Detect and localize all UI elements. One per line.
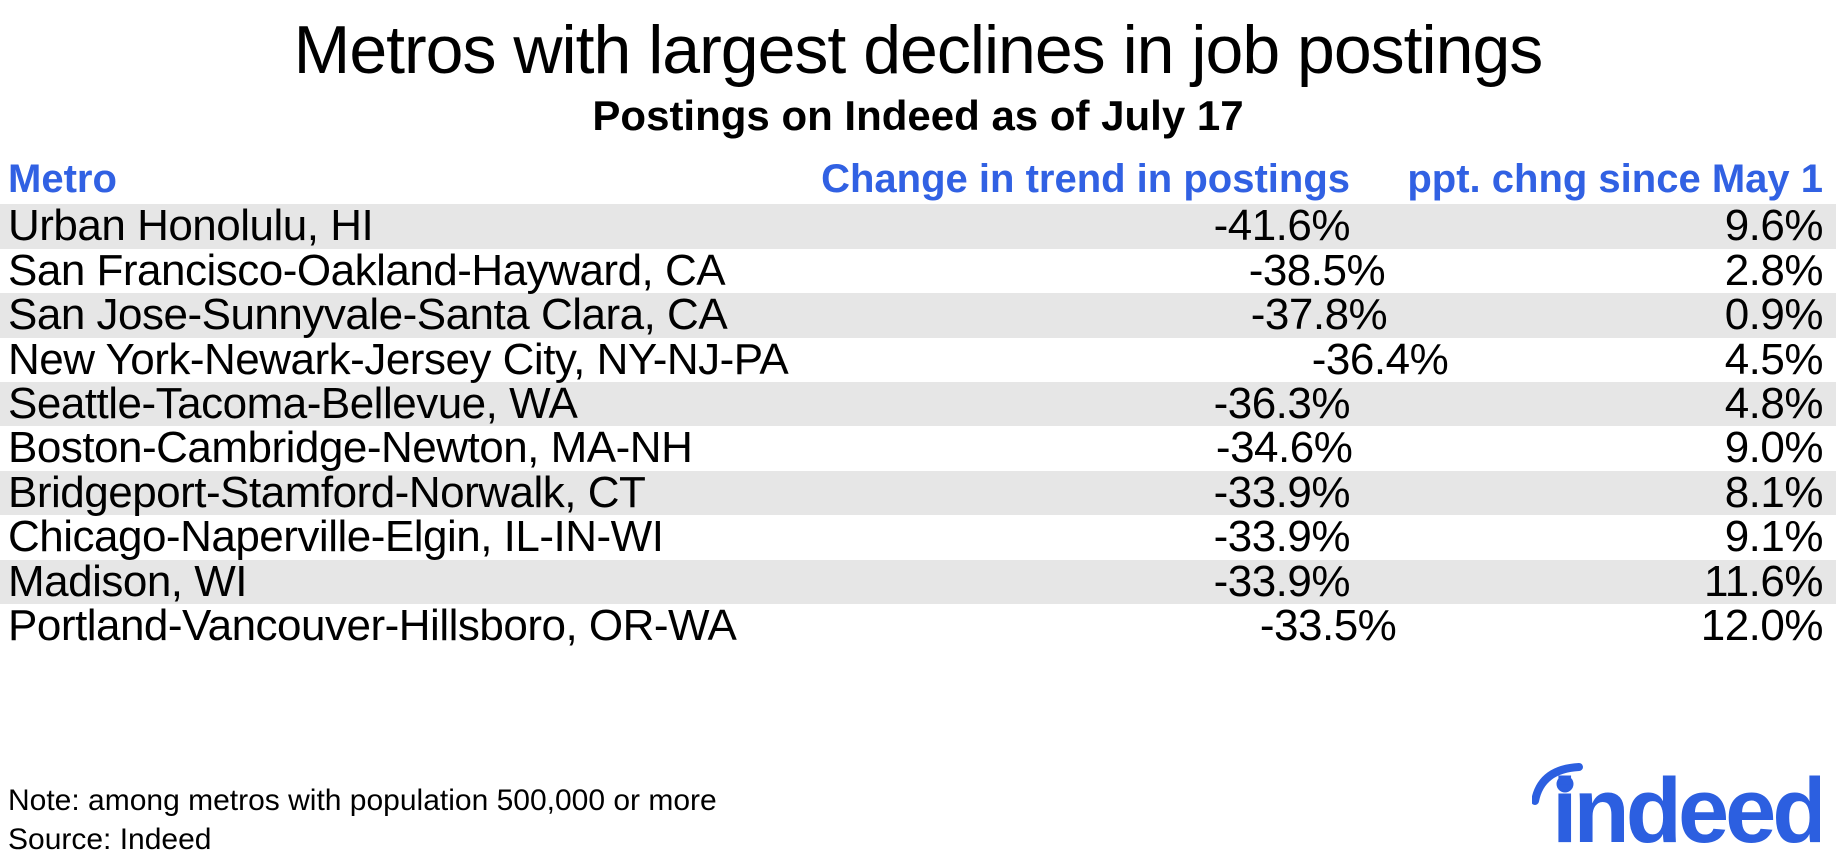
change-cell: -33.9% <box>1213 512 1351 562</box>
ppt-cell: 11.6% <box>1704 556 1824 606</box>
change-cell: -41.6% <box>1213 201 1351 251</box>
change-cell: -33.9% <box>1213 556 1351 606</box>
chart-title: Metros with largest declines in job post… <box>293 12 1544 88</box>
metro-cell: Urban Honolulu, HI <box>8 201 374 251</box>
table-row: Madison, WI -33.9% 11.6% <box>0 556 1836 606</box>
table-row: Boston-Cambridge-Newton, MA-NH -34.6% 9.… <box>0 423 1836 473</box>
ppt-cell: 9.1% <box>1724 512 1824 562</box>
metro-cell: Chicago-Naperville-Elgin, IL-IN-WI <box>8 512 664 562</box>
table-body: Urban Honolulu, HI -41.6% 9.6% San Franc… <box>0 204 1836 648</box>
table-row: Bridgeport-Stamford-Norwalk, CT -33.9% 8… <box>0 467 1836 517</box>
change-cell: -34.6% <box>1215 423 1353 473</box>
footnotes: Note: among metros with population 500,0… <box>8 781 1836 859</box>
table-row: Urban Honolulu, HI -41.6% 9.6% <box>0 201 1836 251</box>
change-cell: -36.4% <box>1311 334 1449 384</box>
table-row: Chicago-Naperville-Elgin, IL-IN-WI -33.9… <box>0 512 1836 562</box>
ppt-cell: 9.6% <box>1724 201 1824 251</box>
ppt-cell: 8.1% <box>1724 467 1824 517</box>
ppt-cell: 4.5% <box>1724 334 1824 384</box>
table-row: New York-Newark-Jersey City, NY-NJ-PA -3… <box>0 334 1836 384</box>
source-text: Source: Indeed <box>8 823 212 857</box>
indeed-logo-text: indeed <box>1552 760 1820 850</box>
table-row: San Jose-Sunnyvale-Santa Clara, CA -37.8… <box>0 290 1836 340</box>
note-text: Note: among metros with population 500,0… <box>8 784 717 818</box>
ppt-cell: 0.9% <box>1724 290 1824 340</box>
ppt-cell: 2.8% <box>1724 245 1824 295</box>
metro-cell: Seattle-Tacoma-Bellevue, WA <box>8 379 578 429</box>
table-row: Seattle-Tacoma-Bellevue, WA -36.3% 4.8% <box>0 379 1836 429</box>
metro-cell: Boston-Cambridge-Newton, MA-NH <box>8 423 693 473</box>
column-header-ppt-chng: ppt. chng since May 1 <box>1407 157 1823 202</box>
column-header-metro: Metro <box>8 157 117 202</box>
metro-cell: San Jose-Sunnyvale-Santa Clara, CA <box>8 290 728 340</box>
change-cell: -33.9% <box>1213 467 1351 517</box>
change-cell: -36.3% <box>1213 379 1351 429</box>
metro-cell: Bridgeport-Stamford-Norwalk, CT <box>8 467 646 517</box>
indeed-logo-dot <box>1556 775 1574 793</box>
change-cell: -33.5% <box>1259 600 1397 650</box>
indeed-logo: indeed <box>1532 760 1820 850</box>
metro-cell: New York-Newark-Jersey City, NY-NJ-PA <box>8 334 789 384</box>
metro-declines-table: Metro Change in trend in postings ppt. c… <box>0 140 1836 648</box>
metro-cell: Madison, WI <box>8 556 248 606</box>
table-row: San Francisco-Oakland-Hayward, CA -38.5%… <box>0 245 1836 295</box>
change-cell: -37.8% <box>1250 290 1388 340</box>
title-block: Metros with largest declines in job post… <box>0 12 1836 140</box>
chart-subtitle: Postings on Indeed as of July 17 <box>592 92 1244 140</box>
table-row: Portland-Vancouver-Hillsboro, OR-WA -33.… <box>0 600 1836 650</box>
column-header-change: Change in trend in postings <box>821 157 1350 202</box>
change-cell: -38.5% <box>1248 245 1386 295</box>
metro-cell: Portland-Vancouver-Hillsboro, OR-WA <box>8 600 737 650</box>
ppt-cell: 12.0% <box>1700 600 1824 650</box>
ppt-cell: 9.0% <box>1724 423 1824 473</box>
ppt-cell: 4.8% <box>1724 379 1824 429</box>
indeed-logo-arc <box>1532 763 1583 805</box>
table-header-row: Metro Change in trend in postings ppt. c… <box>0 140 1836 204</box>
metro-cell: San Francisco-Oakland-Hayward, CA <box>8 245 726 295</box>
